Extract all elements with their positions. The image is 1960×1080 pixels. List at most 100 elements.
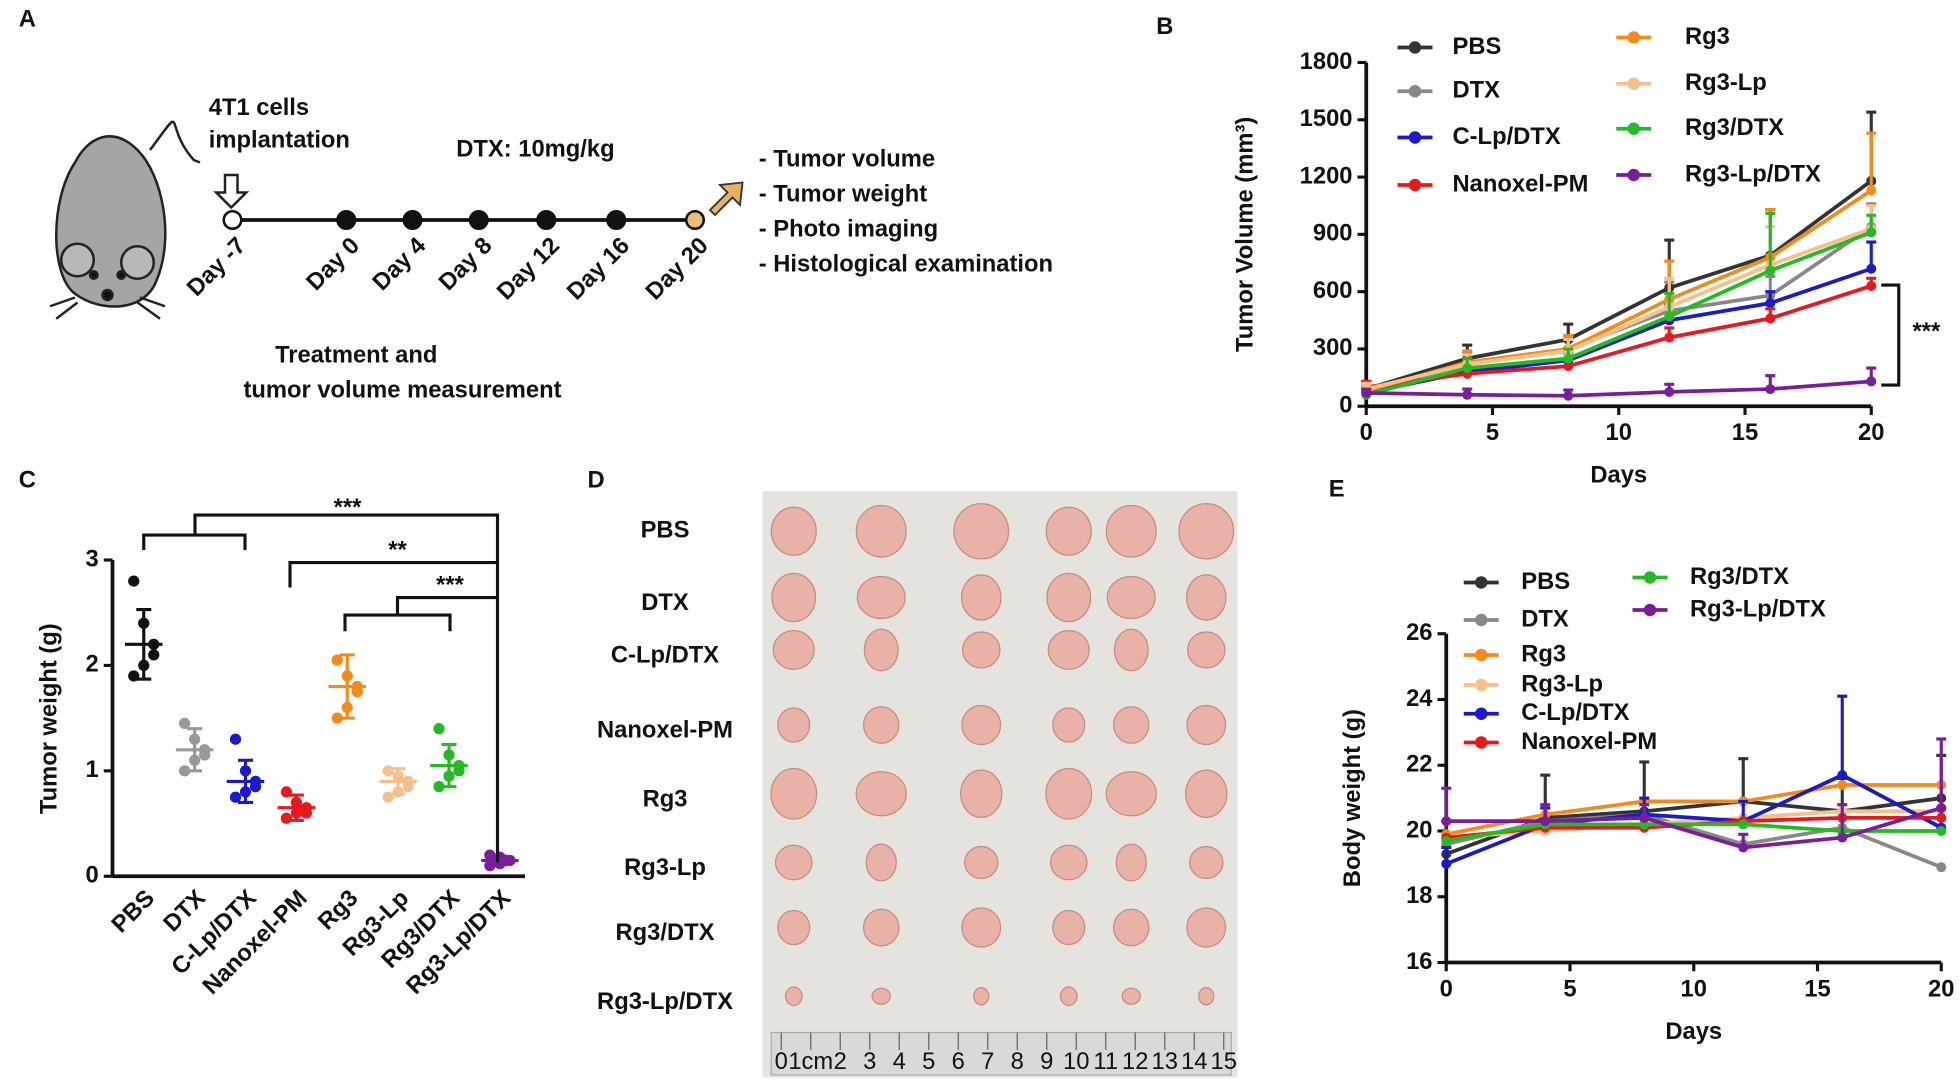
- data-point: [1441, 816, 1452, 827]
- row-label: DTX: [641, 589, 689, 616]
- ruler-label: 6: [952, 1048, 965, 1075]
- data-point: [433, 723, 445, 735]
- timeline-point: [685, 210, 705, 230]
- legend-label: DTX: [1453, 77, 1501, 104]
- data-point: [484, 860, 496, 872]
- data-point: [331, 654, 343, 666]
- tumor: [871, 987, 891, 1005]
- day-label: Day -7: [182, 232, 252, 302]
- tumor: [1105, 504, 1157, 558]
- data-point: [1563, 361, 1574, 372]
- tumor: [1113, 628, 1149, 672]
- timeline-point: [222, 210, 243, 230]
- data-point: [1837, 779, 1848, 790]
- tumor: [1185, 769, 1228, 819]
- tumor: [862, 908, 900, 947]
- data-point: [1664, 311, 1675, 322]
- x-tick-label: 15: [1804, 975, 1830, 1002]
- tumor: [777, 707, 811, 743]
- row-label: C-Lp/DTX: [611, 642, 719, 669]
- data-point: [1563, 390, 1574, 401]
- data-point: [1664, 386, 1675, 397]
- series-line: [1446, 806, 1942, 850]
- outcome-text: - Photo imaging: [759, 215, 938, 242]
- x-tick-label: 10: [1606, 419, 1632, 446]
- data-point: [1738, 819, 1749, 830]
- diagram-text: implantation: [209, 127, 350, 154]
- row-label: Rg3-Lp/DTX: [597, 988, 733, 1015]
- legend-label: Rg3-Lp/DTX: [1690, 595, 1826, 622]
- tumor: [784, 986, 803, 1007]
- data-point: [1441, 835, 1452, 846]
- y-tick-label: 18: [1406, 882, 1432, 909]
- tumor: [777, 909, 811, 946]
- outcome-text: - Histological examination: [759, 250, 1053, 277]
- legend-label: Nanoxel-PM: [1453, 170, 1589, 197]
- tumor: [953, 503, 1010, 560]
- tumor: [863, 628, 899, 672]
- tumor: [961, 704, 1002, 746]
- data-point: [1738, 842, 1749, 853]
- row-label: Rg3: [643, 785, 688, 812]
- legend-marker: [1475, 736, 1488, 749]
- ruler-label: 15: [1211, 1048, 1237, 1075]
- data-point: [179, 765, 191, 777]
- y-tick-label: 900: [1313, 220, 1353, 247]
- tumor: [1059, 986, 1078, 1007]
- tumor: [960, 769, 1003, 819]
- legend-marker: [1475, 648, 1488, 662]
- ruler-label: 12: [1122, 1048, 1148, 1075]
- diagram-text: 4T1 cells: [209, 94, 309, 121]
- outcome-text: - Tumor weight: [759, 180, 928, 207]
- panel-label: E: [1329, 475, 1345, 502]
- legend-label: Rg3-Lp: [1521, 670, 1603, 697]
- data-point: [433, 781, 445, 793]
- tumor: [1186, 704, 1227, 746]
- day-label: Day 4: [367, 232, 431, 296]
- tumor: [961, 907, 1002, 948]
- legend-label: Rg3: [1521, 640, 1566, 667]
- ruler-label: 10: [1063, 1048, 1089, 1075]
- data-point: [1837, 770, 1848, 781]
- data-point: [1936, 826, 1947, 836]
- series-line: [1365, 188, 1873, 393]
- tumor: [770, 506, 817, 556]
- legend-marker: [1408, 178, 1422, 192]
- x-tick-label: PBS: [106, 885, 160, 939]
- data-point: [128, 575, 140, 587]
- x-tick-label: 0: [1440, 975, 1453, 1002]
- tumor: [856, 575, 906, 620]
- tumor: [1189, 845, 1224, 880]
- y-tick-label: 16: [1406, 948, 1432, 975]
- legend-marker: [1408, 131, 1422, 144]
- legend-label: Nanoxel-PM: [1521, 728, 1657, 755]
- tumor: [1045, 506, 1092, 556]
- panel-label: D: [588, 467, 605, 494]
- tumor: [961, 631, 1001, 669]
- data-point: [1936, 802, 1947, 813]
- tumor: [1198, 987, 1215, 1006]
- ruler: [770, 1031, 1232, 1076]
- data-point: [1837, 832, 1848, 843]
- legend-marker: [1475, 678, 1488, 692]
- data-point: [1462, 389, 1473, 400]
- x-tick-label: 5: [1486, 419, 1499, 446]
- day-label: Day 12: [492, 232, 565, 305]
- legend-label: C-Lp/DTX: [1453, 123, 1561, 150]
- data-point: [280, 812, 292, 824]
- timeline-point: [606, 210, 627, 230]
- data-point: [453, 765, 465, 777]
- significance-bracket: [288, 560, 498, 588]
- row-label: Rg3/DTX: [616, 919, 715, 946]
- row-label: Rg3-Lp: [624, 854, 706, 881]
- y-tick-label: 1500: [1300, 105, 1353, 132]
- panel-label: B: [1156, 13, 1173, 40]
- tumor: [1121, 987, 1141, 1005]
- data-point: [1563, 353, 1574, 364]
- tumor: [1046, 572, 1092, 623]
- series-line: [1366, 379, 1872, 398]
- series-line: [1365, 230, 1872, 397]
- data-point: [300, 807, 312, 819]
- timeline-point: [336, 210, 357, 230]
